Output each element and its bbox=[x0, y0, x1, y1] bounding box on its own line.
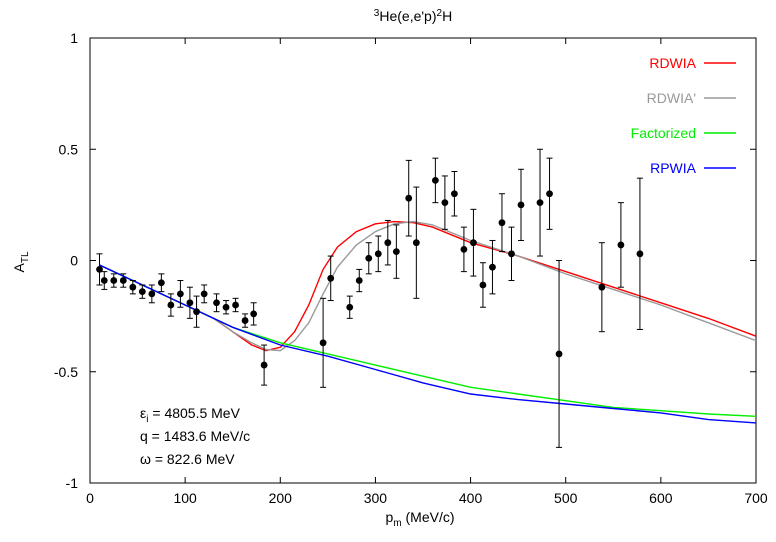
data-point bbox=[412, 239, 420, 247]
data-point bbox=[186, 299, 194, 307]
y-label-sub: TL bbox=[20, 251, 31, 263]
data-point bbox=[241, 317, 249, 324]
data-point bbox=[260, 361, 268, 369]
x-tick-label: 0 bbox=[86, 490, 94, 506]
data-point bbox=[508, 250, 515, 258]
x-tick-label: 100 bbox=[173, 490, 197, 506]
legend-label-rpwia: RPWIA bbox=[650, 160, 697, 176]
legend-label-factorized: Factorized bbox=[631, 125, 696, 141]
title-main: He(e,e'p) bbox=[379, 8, 436, 24]
legend-label-rdwia: RDWIA' bbox=[647, 90, 696, 106]
annotation-line: ω = 822.6 MeV bbox=[140, 451, 235, 467]
curve-rdwia bbox=[99, 220, 757, 352]
data-point bbox=[346, 303, 354, 311]
x-tick-label: 300 bbox=[364, 490, 388, 506]
annotation-symbol: ε bbox=[140, 405, 146, 421]
axis-ticks: 0 100 200 300 400 500 600 700 -1 -0.5 0 0.5 1 bbox=[54, 30, 768, 506]
y-tick-label: 1 bbox=[70, 30, 78, 46]
title-end: H bbox=[442, 8, 452, 24]
x-tick-label: 700 bbox=[744, 490, 768, 506]
annotation-line: εi = 4805.5 MeV bbox=[140, 405, 241, 425]
data-point bbox=[222, 303, 230, 311]
data-point bbox=[365, 254, 373, 262]
data-point bbox=[405, 194, 413, 202]
data-point bbox=[441, 199, 449, 207]
data-point bbox=[479, 281, 487, 289]
data-point bbox=[129, 283, 137, 291]
x-label-base: p bbox=[385, 509, 393, 525]
data-point bbox=[319, 339, 327, 347]
data-point bbox=[460, 245, 468, 253]
curve-rdwia bbox=[99, 220, 757, 352]
annotation-symbol: ω bbox=[140, 451, 151, 467]
y-tick-label: 0.5 bbox=[59, 141, 79, 157]
plot-area: 0 100 200 300 400 500 600 700 -1 -0.5 0 0.5 1 bbox=[54, 30, 768, 506]
y-tick-label: -0.5 bbox=[54, 364, 78, 380]
data-point bbox=[250, 310, 258, 318]
data-point bbox=[327, 274, 335, 282]
chart-title: 3He(e,e'p)2H bbox=[374, 8, 452, 24]
x-tick-label: 500 bbox=[554, 490, 578, 506]
data-point bbox=[431, 177, 439, 184]
curve-factorized bbox=[99, 264, 757, 417]
legend: RDWIA RDWIA' Factorized RPWIA bbox=[631, 55, 736, 176]
data-point bbox=[498, 219, 506, 227]
y-tick-label: 0 bbox=[70, 253, 78, 269]
data-point bbox=[555, 350, 563, 358]
data-point bbox=[546, 190, 553, 198]
annotation-line: q = 1483.6 MeV/c bbox=[140, 428, 250, 444]
title-sup-2: 2 bbox=[437, 8, 443, 19]
data-points bbox=[96, 148, 644, 448]
y-label-base: A bbox=[11, 263, 27, 273]
data-point bbox=[384, 239, 392, 247]
data-point bbox=[138, 288, 146, 296]
data-point bbox=[176, 290, 184, 298]
data-point bbox=[470, 239, 477, 247]
model-curves bbox=[99, 220, 757, 424]
legend-label-rdwia: RDWIA bbox=[649, 55, 696, 71]
data-point bbox=[489, 263, 496, 271]
data-point bbox=[450, 190, 458, 198]
data-point bbox=[213, 299, 220, 307]
data-point bbox=[232, 301, 239, 309]
annotation-value: = 4805.5 MeV bbox=[148, 405, 240, 421]
annotation-subscript: i bbox=[146, 414, 148, 425]
data-point bbox=[193, 308, 200, 316]
data-point bbox=[355, 277, 363, 284]
data-point bbox=[110, 277, 118, 284]
x-label-sub: m bbox=[393, 518, 401, 529]
data-point bbox=[167, 301, 175, 309]
x-tick-label: 400 bbox=[459, 490, 483, 506]
data-point bbox=[200, 290, 208, 298]
curve-rpwia bbox=[99, 264, 757, 424]
annotation-value: = 822.6 MeV bbox=[151, 451, 235, 467]
data-point bbox=[517, 201, 525, 209]
annotation-value: = 1483.6 MeV/c bbox=[148, 428, 250, 444]
data-point bbox=[374, 250, 382, 258]
y-axis-label: ATL bbox=[11, 251, 31, 272]
data-point bbox=[96, 266, 103, 273]
data-point bbox=[100, 277, 108, 284]
data-point bbox=[119, 277, 127, 284]
x-tick-label: 200 bbox=[269, 490, 293, 506]
y-tick-label: -1 bbox=[66, 475, 79, 491]
data-point bbox=[536, 199, 544, 207]
x-axis-label: pm (MeV/c) bbox=[385, 509, 454, 529]
data-point bbox=[598, 283, 606, 291]
title-sup-3: 3 bbox=[374, 8, 380, 19]
annotation-symbol: q bbox=[140, 428, 148, 444]
data-point bbox=[148, 290, 156, 298]
data-point bbox=[617, 241, 625, 249]
data-point bbox=[636, 250, 644, 258]
data-point bbox=[157, 279, 165, 287]
x-label-rest: (MeV/c) bbox=[402, 509, 455, 525]
data-point bbox=[392, 248, 400, 256]
x-tick-label: 600 bbox=[649, 490, 673, 506]
